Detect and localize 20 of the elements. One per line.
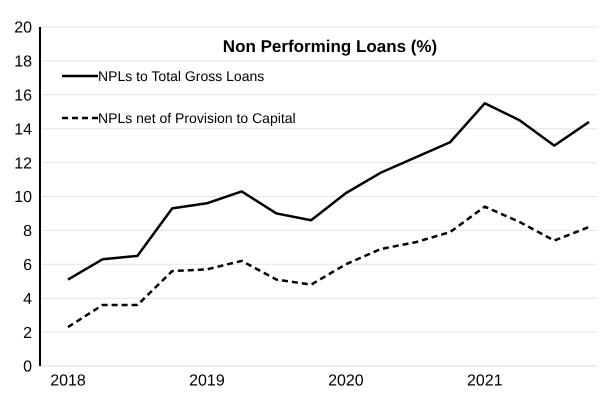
line-series — [66, 102, 590, 281]
line-series — [66, 205, 590, 328]
x-tick-label: 2019 — [189, 372, 225, 390]
y-tick-label: 14 — [14, 121, 32, 138]
y-tick-label: 0 — [23, 358, 32, 376]
y-tick-label: 2 — [23, 324, 32, 342]
text: Non Performing Loans (%) — [222, 37, 438, 56]
y-tick-label: 16 — [14, 87, 32, 104]
legend-label: NPLs net of Provision to Capital — [98, 110, 296, 126]
legend-label: NPLs to Total Gross Loans — [98, 68, 264, 84]
y-tick-label: 12 — [14, 155, 32, 172]
y-tick-label: 8 — [23, 223, 32, 240]
x-tick-label: 2020 — [328, 372, 364, 390]
y-tick-label: 20 — [14, 20, 32, 37]
y-tick-label: 4 — [23, 290, 32, 308]
x-tick-label: 2018 — [50, 372, 86, 390]
y-tick-label: 18 — [14, 54, 32, 71]
y-tick-label: 10 — [14, 189, 32, 206]
x-tick-label: 2021 — [467, 372, 503, 390]
y-tick-label: 6 — [23, 256, 32, 274]
